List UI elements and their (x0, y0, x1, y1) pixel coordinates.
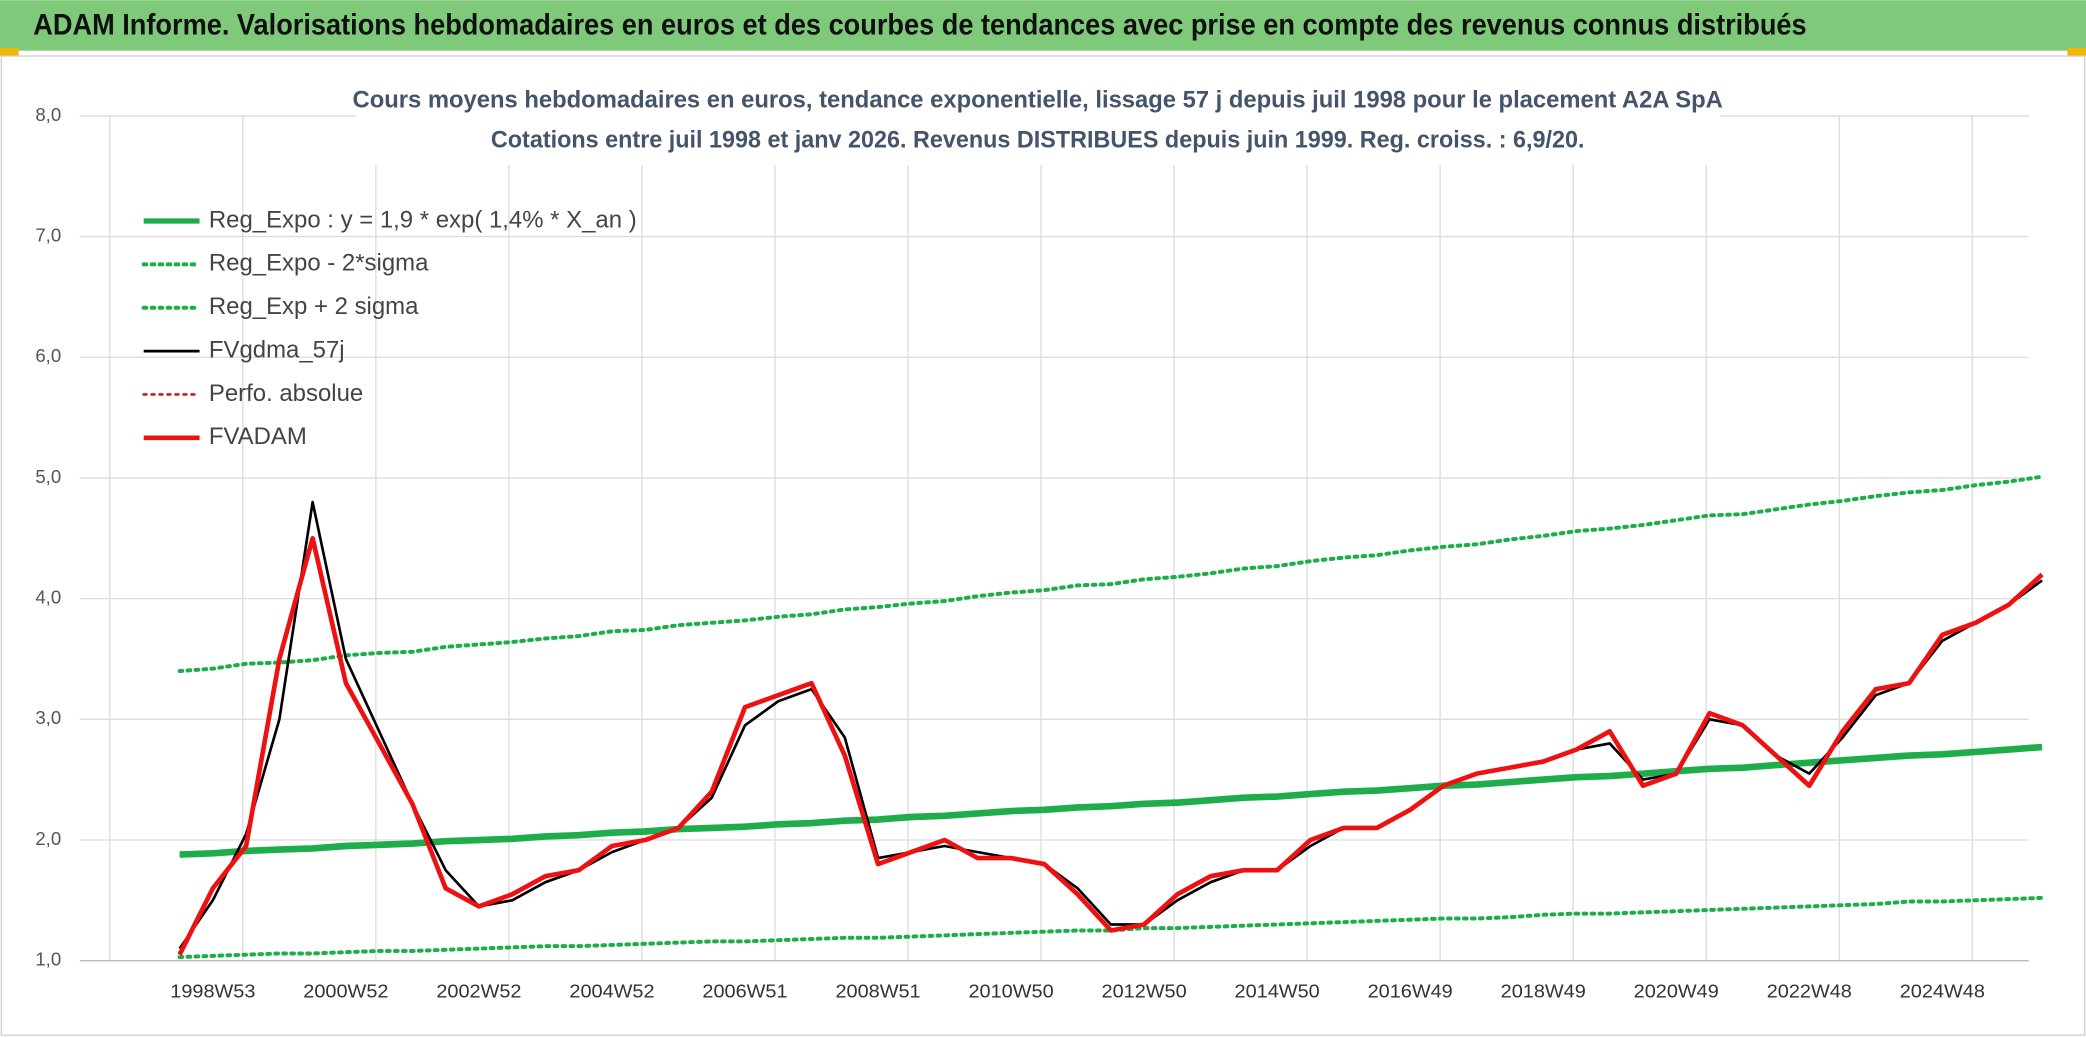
chart-title: Cours moyens hebdomadaires en euros, ten… (353, 87, 1723, 114)
x-tick-label: 2012W50 (1102, 981, 1187, 1002)
page-title: ADAM Informe. Valorisations hebdomadaire… (33, 10, 1806, 42)
y-tick-label: 4,0 (35, 587, 61, 608)
y-tick-label: 5,0 (35, 466, 61, 487)
corner-mark (0, 48, 19, 57)
x-tick-label: 2004W52 (569, 981, 654, 1002)
series-line (177, 895, 2045, 960)
y-tick-label: 7,0 (35, 225, 61, 246)
legend-label: FVADAM (209, 423, 307, 450)
y-tick-label: 2,0 (35, 828, 61, 849)
x-tick-label: 2002W52 (436, 981, 521, 1002)
series-line (177, 474, 2045, 674)
x-tick-label: 2006W51 (702, 981, 787, 1002)
x-tick-label: 2008W51 (835, 981, 920, 1002)
series-line (179, 743, 2043, 858)
legend-label: Reg_Expo - 2*sigma (209, 250, 429, 277)
legend-label: FVgdma_57j (209, 336, 345, 363)
series-line (177, 535, 2044, 956)
x-tick-label: 2024W48 (1900, 981, 1985, 1002)
x-tick-label: 2016W49 (1368, 981, 1453, 1002)
x-tick-label: 2000W52 (303, 981, 388, 1002)
corner-mark (2067, 48, 2086, 57)
x-tick-label: 2022W48 (1767, 981, 1852, 1002)
y-tick-label: 8,0 (35, 104, 61, 125)
legend-label: Reg_Expo : y = 1,9 * exp( 1,4% * X_an ) (209, 206, 637, 233)
plot-lines (177, 474, 2045, 960)
chart-subtitle: Cotations entre juil 1998 et janv 2026. … (491, 127, 1585, 154)
y-tick-label: 1,0 (35, 949, 61, 970)
x-tick-label: 2018W49 (1501, 981, 1586, 1002)
x-tick-label: 1998W53 (170, 981, 255, 1002)
y-tick-label: 6,0 (35, 345, 61, 366)
legend: Reg_Expo : y = 1,9 * exp( 1,4% * X_an ) R… (141, 206, 637, 450)
legend-label: Perfo. absolue (209, 380, 363, 407)
x-tick-label: 2010W50 (968, 981, 1053, 1002)
legend-label: Reg_Exp + 2 sigma (209, 293, 419, 320)
x-tick-label: 2020W49 (1634, 981, 1719, 1002)
chart-frame (0, 55, 2086, 1036)
title-backdrop (356, 82, 1721, 166)
header-bar (0, 0, 2086, 51)
x-tick-label: 2014W50 (1235, 981, 1320, 1002)
y-tick-label: 3,0 (35, 707, 61, 728)
